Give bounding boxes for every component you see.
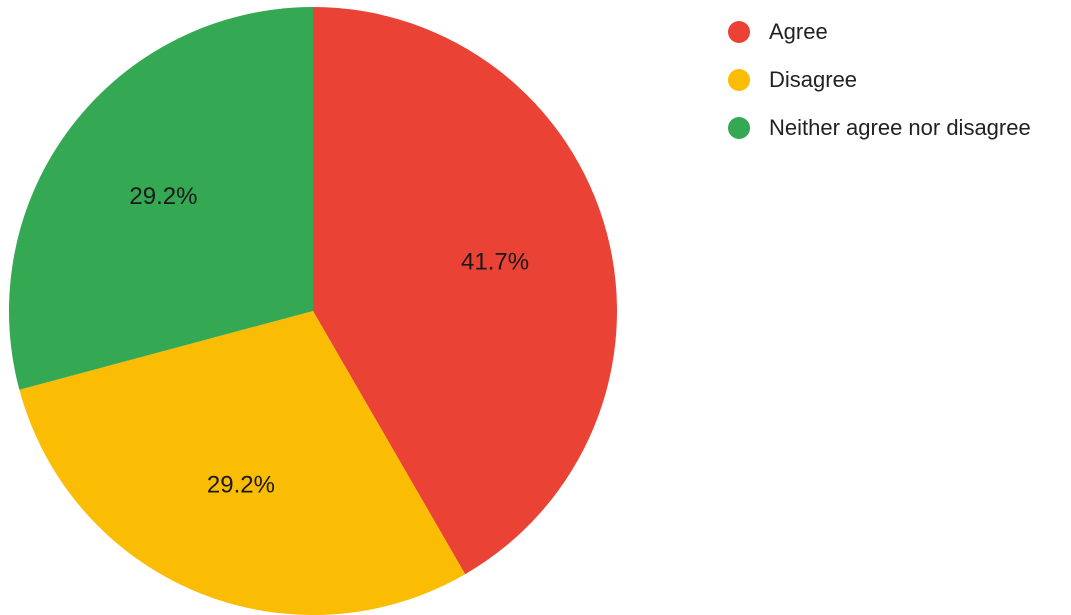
legend-item-neither: Neither agree nor disagree — [728, 104, 1031, 152]
pie-slice-labels: 41.7% 29.2% 29.2% — [129, 183, 529, 499]
slice-label-neither: 29.2% — [129, 183, 197, 210]
legend-label-neither: Neither agree nor disagree — [769, 115, 1031, 140]
legend-item-disagree: Disagree — [728, 56, 1031, 104]
pie-slice-agree — [313, 7, 618, 575]
legend-swatch-agree — [728, 21, 750, 43]
legend-label-agree: Agree — [769, 19, 828, 44]
legend: Agree Disagree Neither agree nor disagre… — [728, 8, 1031, 152]
legend-item-agree: Agree — [728, 8, 1031, 56]
slice-label-agree: 41.7% — [461, 249, 529, 276]
legend-label-disagree: Disagree — [769, 67, 858, 92]
legend-swatch-neither — [728, 117, 750, 139]
legend-swatch-disagree — [728, 69, 750, 91]
pie-slices — [9, 7, 618, 615]
pie-slice-disagree — [19, 311, 466, 615]
slice-label-disagree: 29.2% — [207, 472, 275, 499]
pie-slice-neither — [9, 7, 314, 390]
